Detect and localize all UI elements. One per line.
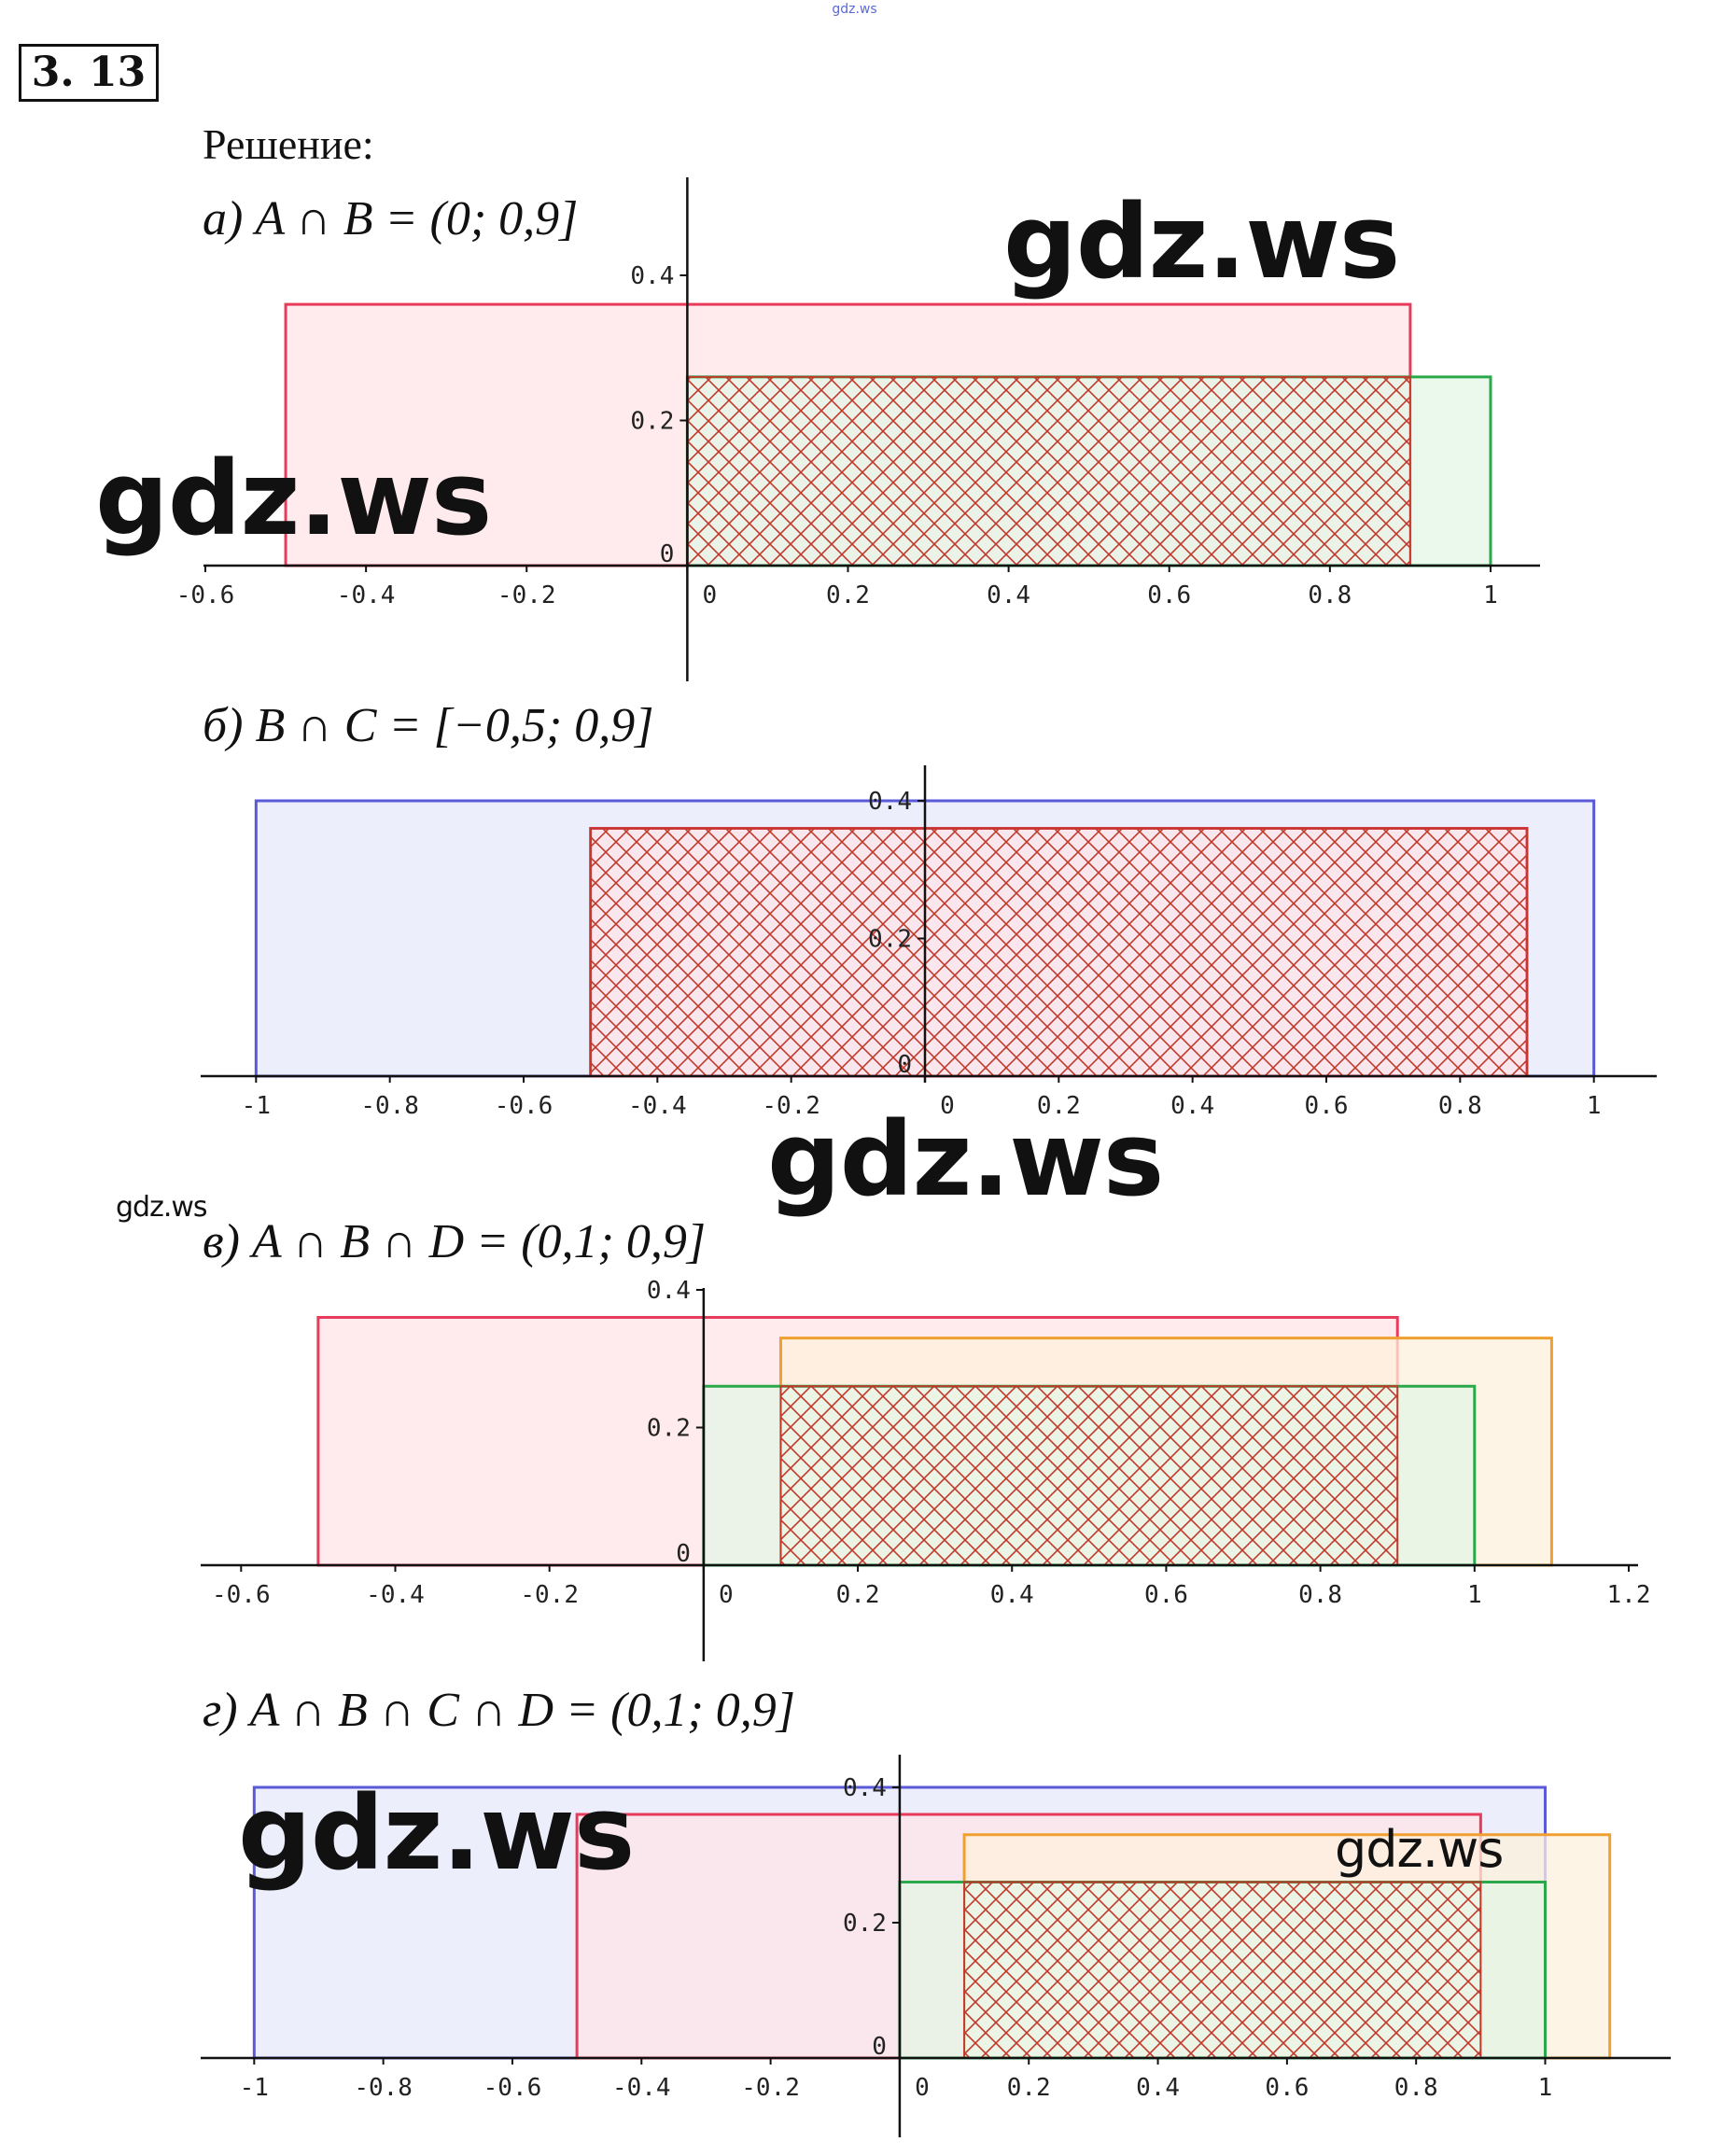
- y-tick-label: 0: [872, 2033, 887, 2061]
- x-tick-label: 0: [719, 1581, 734, 1609]
- x-tick-label: 0.8: [1394, 2074, 1438, 2102]
- y-tick-label: 0.2: [630, 408, 674, 436]
- intersection-hatch: [686, 375, 1411, 567]
- x-tick-label: -0.6: [483, 2074, 542, 2102]
- y-tick-label: 0.4: [647, 1277, 691, 1305]
- watermark-6: gdz.ws: [1335, 1820, 1504, 1879]
- y-tick-label: 0.4: [843, 1774, 887, 1802]
- x-tick-label: 0.6: [1305, 1092, 1349, 1120]
- heading-a: а) A ∩ B = (0; 0,9]: [203, 192, 579, 245]
- y-tick-label: 0.2: [868, 926, 912, 954]
- watermark-top: gdz.ws: [832, 2, 877, 17]
- x-tick-label: -0.8: [354, 2074, 413, 2102]
- intersection-hatch: [589, 827, 1528, 1077]
- x-tick-label: 0.8: [1308, 581, 1352, 609]
- y-tick-label: 0.4: [630, 262, 674, 290]
- heading-d: г) A ∩ B ∩ C ∩ D = (0,1; 0,9]: [203, 1684, 796, 1737]
- x-tick-label: 0.4: [1136, 2074, 1180, 2102]
- x-tick-label: 0.6: [1147, 581, 1191, 609]
- x-tick-label: -0.2: [497, 581, 556, 609]
- y-tick-label: 0.2: [843, 1910, 887, 1938]
- x-tick-label: 0.2: [836, 1581, 880, 1609]
- intersection-hatch: [779, 1385, 1399, 1566]
- heading-b: б) B ∩ C = [−0,5; 0,9]: [203, 699, 654, 752]
- x-tick-label: -1: [240, 2074, 269, 2102]
- x-tick-label: 0: [940, 1092, 955, 1120]
- x-tick-label: 0.8: [1298, 1581, 1342, 1609]
- x-tick-label: 1.2: [1607, 1581, 1651, 1609]
- y-tick-label: 0: [660, 540, 675, 568]
- watermark-4: gdz.ws: [116, 1191, 208, 1224]
- heading-c: в) A ∩ B ∩ D = (0,1; 0,9]: [203, 1215, 707, 1268]
- x-tick-label: -0.4: [628, 1092, 687, 1120]
- x-tick-label: -0.4: [612, 2074, 671, 2102]
- x-tick-label: 0.6: [1144, 1581, 1188, 1609]
- x-tick-label: 0.2: [826, 581, 870, 609]
- y-tick-label: 0.2: [647, 1415, 691, 1443]
- x-tick-label: 0: [915, 2074, 930, 2102]
- x-tick-label: -0.4: [337, 581, 396, 609]
- y-tick-label: 0: [676, 1540, 691, 1568]
- x-tick-label: -1: [242, 1092, 271, 1120]
- x-tick-label: -0.4: [366, 1581, 425, 1609]
- watermark-3: gdz.ws: [767, 1099, 1164, 1219]
- solution-label: Решение:: [203, 120, 374, 168]
- x-tick-label: -0.6: [495, 1092, 553, 1120]
- x-tick-label: 0.4: [1170, 1092, 1214, 1120]
- problem-number: 3. 13: [19, 44, 159, 102]
- x-tick-label: 0.4: [987, 581, 1030, 609]
- x-tick-label: 1: [1483, 581, 1498, 609]
- intersection-hatch: [963, 1881, 1482, 2059]
- watermark-1: gdz.ws: [1003, 182, 1400, 301]
- x-tick-label: 1: [1538, 2074, 1553, 2102]
- x-tick-label: 0.6: [1265, 2074, 1309, 2102]
- x-tick-label: -0.8: [360, 1092, 419, 1120]
- y-tick-label: 0.4: [868, 788, 912, 816]
- x-tick-label: -0.6: [212, 1581, 271, 1609]
- x-tick-label: -0.2: [741, 2074, 800, 2102]
- x-tick-label: 0.2: [1007, 2074, 1051, 2102]
- x-tick-label: 0.8: [1438, 1092, 1482, 1120]
- x-tick-label: 0.4: [990, 1581, 1034, 1609]
- x-tick-label: -0.6: [176, 581, 235, 609]
- x-tick-label: -0.2: [520, 1581, 579, 1609]
- x-tick-label: -0.2: [762, 1092, 820, 1120]
- x-tick-label: 0.2: [1037, 1092, 1081, 1120]
- watermark-5: gdz.ws: [238, 1773, 635, 1893]
- y-tick-label: 0: [897, 1051, 912, 1079]
- x-tick-label: 0: [703, 581, 718, 609]
- watermark-2: gdz.ws: [95, 439, 492, 558]
- x-tick-label: 1: [1467, 1581, 1482, 1609]
- x-tick-label: 1: [1587, 1092, 1602, 1120]
